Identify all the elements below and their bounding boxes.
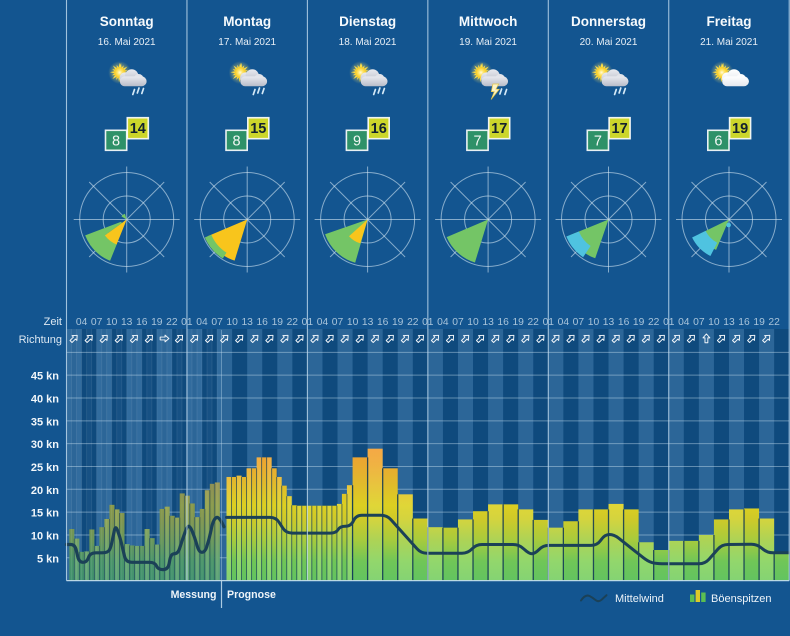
svg-text:22: 22 — [287, 317, 299, 328]
svg-text:19: 19 — [392, 317, 404, 328]
svg-text:5 kn: 5 kn — [37, 553, 59, 565]
svg-text:7: 7 — [594, 133, 602, 149]
svg-text:01: 01 — [422, 317, 434, 328]
svg-text:07: 07 — [91, 317, 103, 328]
svg-text:16: 16 — [256, 317, 268, 328]
svg-text:25 kn: 25 kn — [31, 462, 59, 474]
svg-text:19: 19 — [732, 121, 748, 137]
svg-text:04: 04 — [196, 317, 208, 328]
svg-text:19: 19 — [633, 317, 645, 328]
svg-text:8: 8 — [233, 133, 241, 149]
svg-text:10 kn: 10 kn — [31, 531, 59, 543]
svg-text:16: 16 — [497, 317, 509, 328]
svg-text:22: 22 — [648, 317, 660, 328]
svg-text:04: 04 — [558, 317, 570, 328]
svg-text:04: 04 — [317, 317, 329, 328]
svg-text:07: 07 — [332, 317, 344, 328]
svg-text:19: 19 — [151, 317, 163, 328]
svg-text:Donnerstag: Donnerstag — [571, 14, 646, 29]
svg-text:Messung: Messung — [171, 589, 217, 601]
svg-text:Mittwoch: Mittwoch — [459, 14, 518, 29]
svg-text:15 kn: 15 kn — [31, 508, 59, 520]
svg-text:01: 01 — [663, 317, 675, 328]
svg-text:07: 07 — [693, 317, 705, 328]
svg-text:6: 6 — [714, 133, 722, 149]
svg-text:01: 01 — [181, 317, 193, 328]
svg-text:Dienstag: Dienstag — [339, 14, 396, 29]
svg-text:10: 10 — [467, 317, 479, 328]
svg-text:07: 07 — [211, 317, 223, 328]
svg-text:17. Mai 2021: 17. Mai 2021 — [218, 37, 276, 48]
svg-text:21. Mai 2021: 21. Mai 2021 — [700, 37, 758, 48]
svg-text:7: 7 — [473, 133, 481, 149]
svg-text:16: 16 — [618, 317, 630, 328]
svg-text:Freitag: Freitag — [706, 14, 751, 29]
svg-text:8: 8 — [112, 133, 120, 149]
svg-text:16: 16 — [371, 121, 387, 137]
svg-text:17: 17 — [491, 121, 507, 137]
svg-text:19: 19 — [512, 317, 524, 328]
svg-text:07: 07 — [452, 317, 464, 328]
svg-text:13: 13 — [723, 317, 735, 328]
svg-text:45 kn: 45 kn — [31, 371, 59, 383]
svg-text:16: 16 — [377, 317, 389, 328]
svg-text:22: 22 — [166, 317, 178, 328]
svg-text:30 kn: 30 kn — [31, 439, 59, 451]
svg-text:Zeit: Zeit — [44, 316, 62, 328]
svg-text:16. Mai 2021: 16. Mai 2021 — [98, 37, 156, 48]
svg-text:9: 9 — [353, 133, 361, 149]
svg-text:04: 04 — [678, 317, 690, 328]
svg-text:15: 15 — [250, 121, 266, 137]
svg-text:10: 10 — [106, 317, 118, 328]
svg-text:13: 13 — [121, 317, 133, 328]
svg-text:19. Mai 2021: 19. Mai 2021 — [459, 37, 517, 48]
svg-text:10: 10 — [226, 317, 238, 328]
svg-text:22: 22 — [768, 317, 780, 328]
svg-text:10: 10 — [347, 317, 359, 328]
svg-text:Prognose: Prognose — [227, 589, 276, 601]
svg-text:13: 13 — [241, 317, 253, 328]
svg-text:10: 10 — [588, 317, 600, 328]
svg-text:22: 22 — [407, 317, 419, 328]
svg-text:Richtung: Richtung — [19, 334, 62, 346]
svg-text:13: 13 — [482, 317, 494, 328]
svg-text:14: 14 — [130, 121, 146, 137]
svg-text:04: 04 — [437, 317, 449, 328]
svg-text:Sonntag: Sonntag — [100, 14, 154, 29]
svg-text:20. Mai 2021: 20. Mai 2021 — [580, 37, 638, 48]
svg-text:Böenspitzen: Böenspitzen — [711, 593, 772, 605]
svg-text:40 kn: 40 kn — [31, 394, 59, 406]
svg-text:13: 13 — [362, 317, 374, 328]
svg-text:01: 01 — [543, 317, 555, 328]
svg-text:01: 01 — [302, 317, 314, 328]
svg-text:16: 16 — [136, 317, 148, 328]
svg-text:19: 19 — [272, 317, 284, 328]
svg-text:07: 07 — [573, 317, 585, 328]
svg-text:16: 16 — [738, 317, 750, 328]
svg-text:13: 13 — [603, 317, 615, 328]
svg-text:Mittelwind: Mittelwind — [615, 593, 664, 605]
svg-text:18. Mai 2021: 18. Mai 2021 — [339, 37, 397, 48]
svg-text:17: 17 — [612, 121, 628, 137]
svg-text:Montag: Montag — [223, 14, 271, 29]
svg-text:20 kn: 20 kn — [31, 485, 59, 497]
svg-text:22: 22 — [527, 317, 539, 328]
svg-text:10: 10 — [708, 317, 720, 328]
svg-text:04: 04 — [76, 317, 88, 328]
svg-text:19: 19 — [753, 317, 765, 328]
svg-text:35 kn: 35 kn — [31, 416, 59, 428]
